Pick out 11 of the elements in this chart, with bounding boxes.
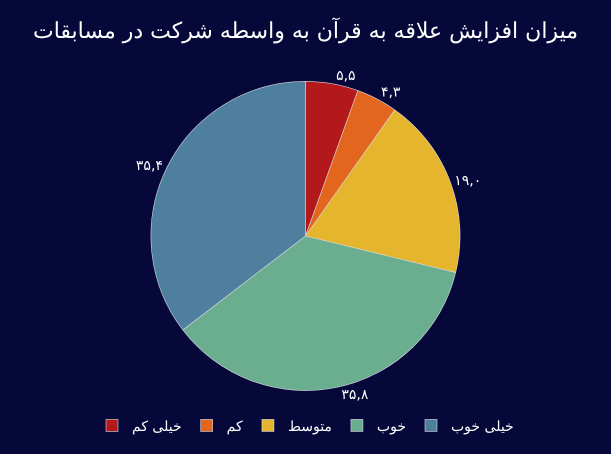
legend-label: کم — [226, 418, 243, 435]
legend-label: خیلی خوب — [451, 418, 514, 435]
chart-title: میزان افزایش علاقه به قرآن به واسطه شرکت در مسابقات — [32, 17, 578, 44]
data-label: ۴,۳ — [380, 84, 401, 101]
legend-label: خیلی کم — [132, 418, 182, 435]
legend-label: متوسط — [288, 418, 332, 435]
data-label: ۳۵,۴ — [136, 158, 163, 174]
legend-label: خوب — [376, 418, 406, 435]
data-label: ۵,۵ — [336, 68, 356, 84]
data-label: ۱۹,۰ — [454, 172, 482, 189]
data-label: ۳۵,۸ — [341, 386, 369, 403]
